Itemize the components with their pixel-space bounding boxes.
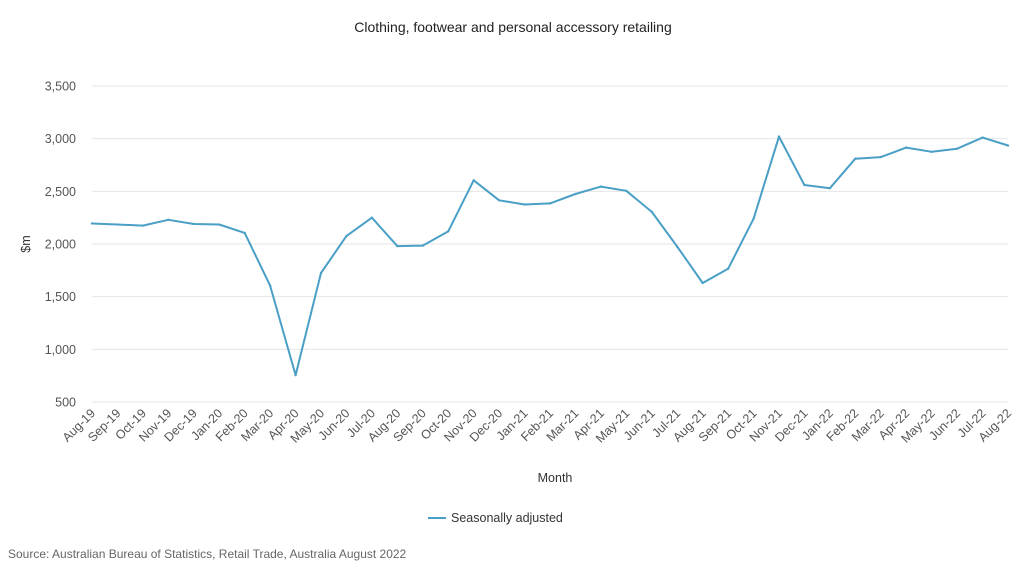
data-point <box>167 218 170 221</box>
chart-title: Clothing, footwear and personal accessor… <box>354 19 672 35</box>
series-layer <box>90 135 1010 377</box>
data-point <box>243 231 246 235</box>
data-point <box>905 146 908 149</box>
x-axis-ticks: Aug-19Sep-19Oct-19Nov-19Dec-19Jan-20Feb-… <box>60 406 1014 445</box>
data-point <box>421 244 424 247</box>
data-point <box>701 281 704 285</box>
data-point <box>650 210 653 214</box>
data-point <box>370 216 374 219</box>
data-point <box>879 155 882 159</box>
data-point <box>676 245 679 248</box>
data-point <box>854 157 857 160</box>
y-axis-ticks: 500 1,000 1,500 2,000 2,500 3,000 3,500 <box>45 80 76 410</box>
legend-label-seasonally-adjusted: Seasonally adjusted <box>451 511 563 525</box>
grid-lines <box>92 85 1008 403</box>
data-point <box>268 284 272 287</box>
data-point <box>523 203 526 206</box>
data-point <box>777 135 781 138</box>
y-tick-label: 3,500 <box>45 80 76 94</box>
data-point <box>548 202 552 205</box>
data-point <box>981 136 984 139</box>
data-point <box>319 271 323 275</box>
data-point <box>803 183 806 187</box>
data-point <box>752 217 755 220</box>
data-point <box>141 224 145 227</box>
data-point <box>218 223 221 226</box>
data-point <box>396 244 399 248</box>
data-point <box>828 186 832 190</box>
data-point <box>116 223 119 226</box>
data-point <box>192 222 195 226</box>
data-point <box>625 189 628 193</box>
source-note: Source: Australian Bureau of Statistics,… <box>8 547 407 561</box>
data-point <box>90 222 94 225</box>
y-axis-label: $m <box>19 235 33 252</box>
series-line-seasonally-adjusted <box>91 135 1009 377</box>
data-point <box>497 199 501 202</box>
y-tick-label: 3,000 <box>45 132 76 146</box>
y-tick-label: 1,500 <box>45 290 76 304</box>
data-point <box>574 192 577 196</box>
y-tick-label: 1,000 <box>45 343 76 357</box>
data-point <box>447 230 450 233</box>
y-tick-label: 2,000 <box>45 238 76 252</box>
data-point <box>1006 144 1010 147</box>
x-axis-label: Month <box>538 471 573 485</box>
data-point <box>345 234 348 238</box>
data-point <box>472 179 475 182</box>
data-point <box>930 150 933 154</box>
y-tick-label: 2,500 <box>45 185 76 199</box>
y-tick-label: 500 <box>55 396 76 410</box>
data-point <box>294 373 297 377</box>
legend[interactable]: Seasonally adjusted <box>428 511 563 525</box>
data-point <box>726 267 730 270</box>
data-point <box>599 185 603 188</box>
data-point <box>955 147 959 150</box>
